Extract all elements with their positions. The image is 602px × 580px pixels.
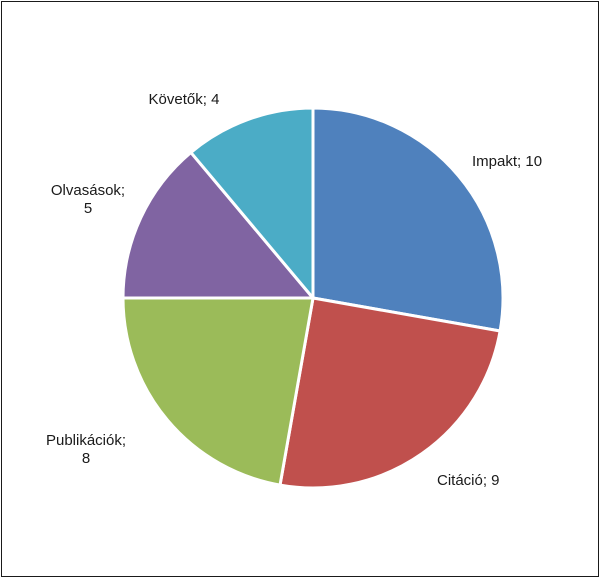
pie-slices: [121, 106, 505, 490]
data-label-citáció: Citáció; 9: [437, 472, 500, 489]
pie-slice-olvasások: [121, 150, 315, 300]
data-label-követők: Követők; 4: [149, 91, 220, 108]
data-label-impakt: Impakt; 10: [472, 153, 542, 170]
pie-slice-követők: [189, 106, 315, 300]
data-label-publikációk: Publikációk; 8: [46, 432, 126, 467]
pie-slice-impakt: [311, 106, 505, 333]
pie-slice-publikációk: [121, 296, 315, 487]
pie-data-labels: Impakt; 10 Citáció; 9 Publikációk; 8 Olvasás…: [46, 91, 542, 489]
data-label-olvasások: Olvasások; 5: [51, 182, 125, 217]
pie-slice-citáció: [278, 296, 502, 490]
